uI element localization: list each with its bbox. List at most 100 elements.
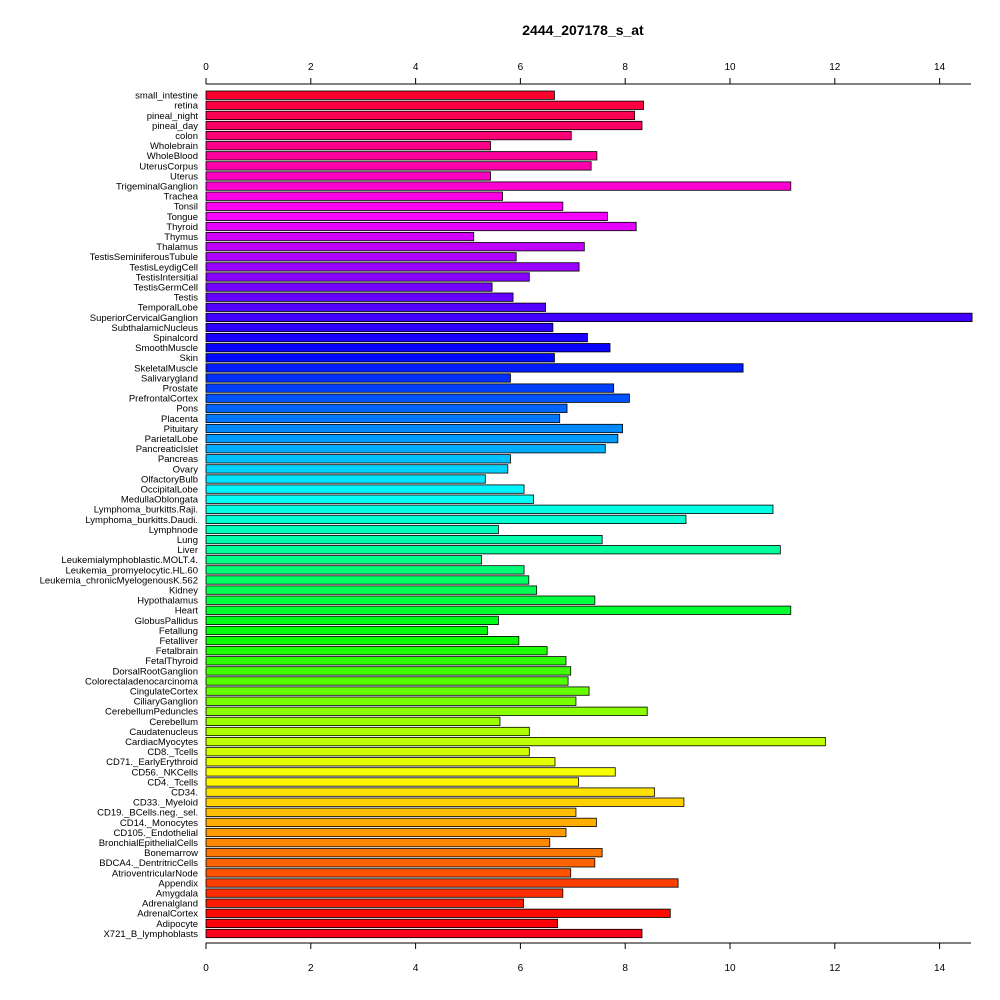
bar-Fetalbrain bbox=[205, 646, 548, 656]
category-label: CiliaryGanglion bbox=[134, 697, 198, 708]
bar-Testis bbox=[205, 292, 514, 302]
category-label: Cerebellum bbox=[149, 717, 198, 728]
tick-label: 6 bbox=[518, 963, 524, 974]
bar-Bonemarrow bbox=[205, 848, 603, 858]
category-label: AdrenalCortex bbox=[137, 909, 198, 920]
bar-Thymus bbox=[205, 231, 475, 242]
category-label: OlfactoryBulb bbox=[141, 474, 198, 485]
category-label: Placenta bbox=[161, 414, 199, 425]
bar-Caudatenucleus bbox=[205, 726, 530, 737]
category-label: CerebellumPeduncles bbox=[105, 707, 198, 718]
bar-Wholebrain bbox=[205, 141, 491, 151]
category-label: Trachea bbox=[164, 192, 199, 203]
tick-label: 4 bbox=[413, 62, 419, 73]
category-labels: small_intestineretinapineal_nightpineal_… bbox=[40, 91, 199, 940]
bar-Colorectaladenocarcinoma bbox=[205, 676, 569, 686]
tick-label: 8 bbox=[622, 62, 628, 73]
bar-Lymphnode bbox=[205, 524, 499, 535]
category-label: Caudatenucleus bbox=[129, 727, 198, 738]
bar-colon bbox=[205, 130, 572, 141]
tick-label: 12 bbox=[829, 62, 841, 73]
category-label: Skin bbox=[180, 353, 198, 364]
bar-Kidney bbox=[205, 585, 538, 595]
bar-SkeletalMuscle bbox=[205, 363, 744, 373]
category-label: BDCA4._DentritricCells bbox=[99, 858, 198, 869]
category-label: Liver bbox=[177, 545, 198, 556]
category-label: Lymphoma_burkitts.Daudi. bbox=[85, 515, 198, 526]
bar-CiliaryGanglion bbox=[205, 696, 577, 706]
tick-label: 12 bbox=[829, 963, 841, 974]
bar-TestisGermCell bbox=[205, 282, 493, 292]
top-axis: 0 2 4 6 8 10 12 14 bbox=[203, 62, 946, 84]
category-label: Leukemia_promyelocytic.HL.60 bbox=[65, 565, 198, 576]
category-label: Lung bbox=[177, 535, 198, 546]
bar-CD71._EarlyErythroid bbox=[205, 757, 556, 767]
category-label: UterusCorpus bbox=[139, 161, 198, 172]
bar-BronchialEpithelialCells bbox=[205, 838, 551, 848]
bar-Spinalcord bbox=[205, 332, 588, 343]
category-label: Bonemarrow bbox=[144, 848, 198, 859]
bar-CD33._Myeloid bbox=[205, 797, 685, 807]
tick-label: 14 bbox=[934, 62, 946, 73]
bar-WholeBlood bbox=[205, 151, 598, 161]
bar-Pituitary bbox=[205, 423, 623, 434]
bar-UterusCorpus bbox=[205, 161, 592, 171]
category-label: CingulateCortex bbox=[130, 687, 198, 698]
bar-small_intestine bbox=[205, 90, 555, 100]
tick-label: 6 bbox=[518, 62, 524, 73]
category-label: CD19._BCells.neg._sel. bbox=[97, 808, 198, 819]
category-label: BronchialEpithelialCells bbox=[99, 838, 199, 849]
bar-Amygdala bbox=[205, 888, 564, 898]
bar-Pons bbox=[205, 403, 568, 413]
bar-Fetallung bbox=[205, 625, 488, 636]
bar-CD8._Tcells bbox=[205, 747, 530, 757]
category-label: X721_B_lymphoblasts bbox=[103, 929, 198, 940]
category-label: CD4._Tcells bbox=[147, 777, 198, 788]
category-label: Fetallung bbox=[159, 626, 198, 637]
category-label: Uterus bbox=[170, 171, 198, 182]
bottom-axis: 0 2 4 6 8 10 12 14 bbox=[203, 943, 946, 974]
bar-CD56._NKCells bbox=[205, 767, 616, 777]
category-label: TestisLeydigCell bbox=[129, 262, 198, 273]
bar-Ovary bbox=[205, 464, 509, 474]
bar-TestisSeminiferousTubule bbox=[205, 252, 517, 262]
category-label: CD56._NKCells bbox=[131, 767, 198, 778]
bar-SubthalamicNucleus bbox=[205, 322, 554, 333]
category-label: SkeletalMuscle bbox=[134, 363, 198, 374]
category-label: MedullaOblongata bbox=[121, 495, 199, 506]
category-label: colon bbox=[175, 131, 198, 142]
tick-label: 10 bbox=[724, 62, 736, 73]
bar-Liver bbox=[205, 545, 781, 555]
category-label: CD14._Monocytes bbox=[120, 818, 198, 829]
category-label: retina bbox=[174, 101, 198, 112]
category-label: Tonsil bbox=[174, 202, 198, 213]
bar-Skin bbox=[205, 353, 555, 363]
bar-Tonsil bbox=[205, 201, 564, 211]
category-label: AtrioventricularNode bbox=[112, 868, 198, 879]
bar-TemporalLobe bbox=[205, 302, 546, 312]
bar-Fetalliver bbox=[205, 636, 520, 646]
category-label: Thymus bbox=[164, 232, 198, 243]
category-label: CD34. bbox=[171, 788, 198, 799]
bar-Tongue bbox=[205, 211, 608, 221]
category-label: Salivarygland bbox=[141, 373, 198, 384]
bar-Thyroid bbox=[205, 221, 637, 232]
bar-TestisLeydigCell bbox=[205, 262, 580, 272]
category-label: GlobusPallidus bbox=[135, 616, 199, 627]
category-label: Hypothalamus bbox=[137, 596, 198, 607]
bar-AtrioventricularNode bbox=[205, 868, 572, 878]
category-label: Leukemialymphoblastic.MOLT.4. bbox=[61, 555, 198, 566]
category-label: Adipocyte bbox=[156, 919, 198, 930]
category-label: Fetalbrain bbox=[156, 646, 198, 657]
category-label: TrigeminalGanglion bbox=[116, 182, 198, 193]
bar-Salivarygland bbox=[205, 373, 511, 383]
category-label: TestisIntersitial bbox=[136, 272, 198, 283]
bar-TrigeminalGanglion bbox=[205, 181, 792, 191]
bar-X721_B_lymphoblasts bbox=[205, 928, 643, 939]
tick-label: 2 bbox=[308, 62, 314, 73]
category-label: CD8._Tcells bbox=[147, 747, 198, 758]
category-label: TestisGermCell bbox=[134, 283, 198, 294]
category-label: Thalamus bbox=[156, 242, 198, 253]
bar-MedullaOblongata bbox=[205, 494, 534, 504]
bar-Adipocyte bbox=[205, 918, 559, 929]
